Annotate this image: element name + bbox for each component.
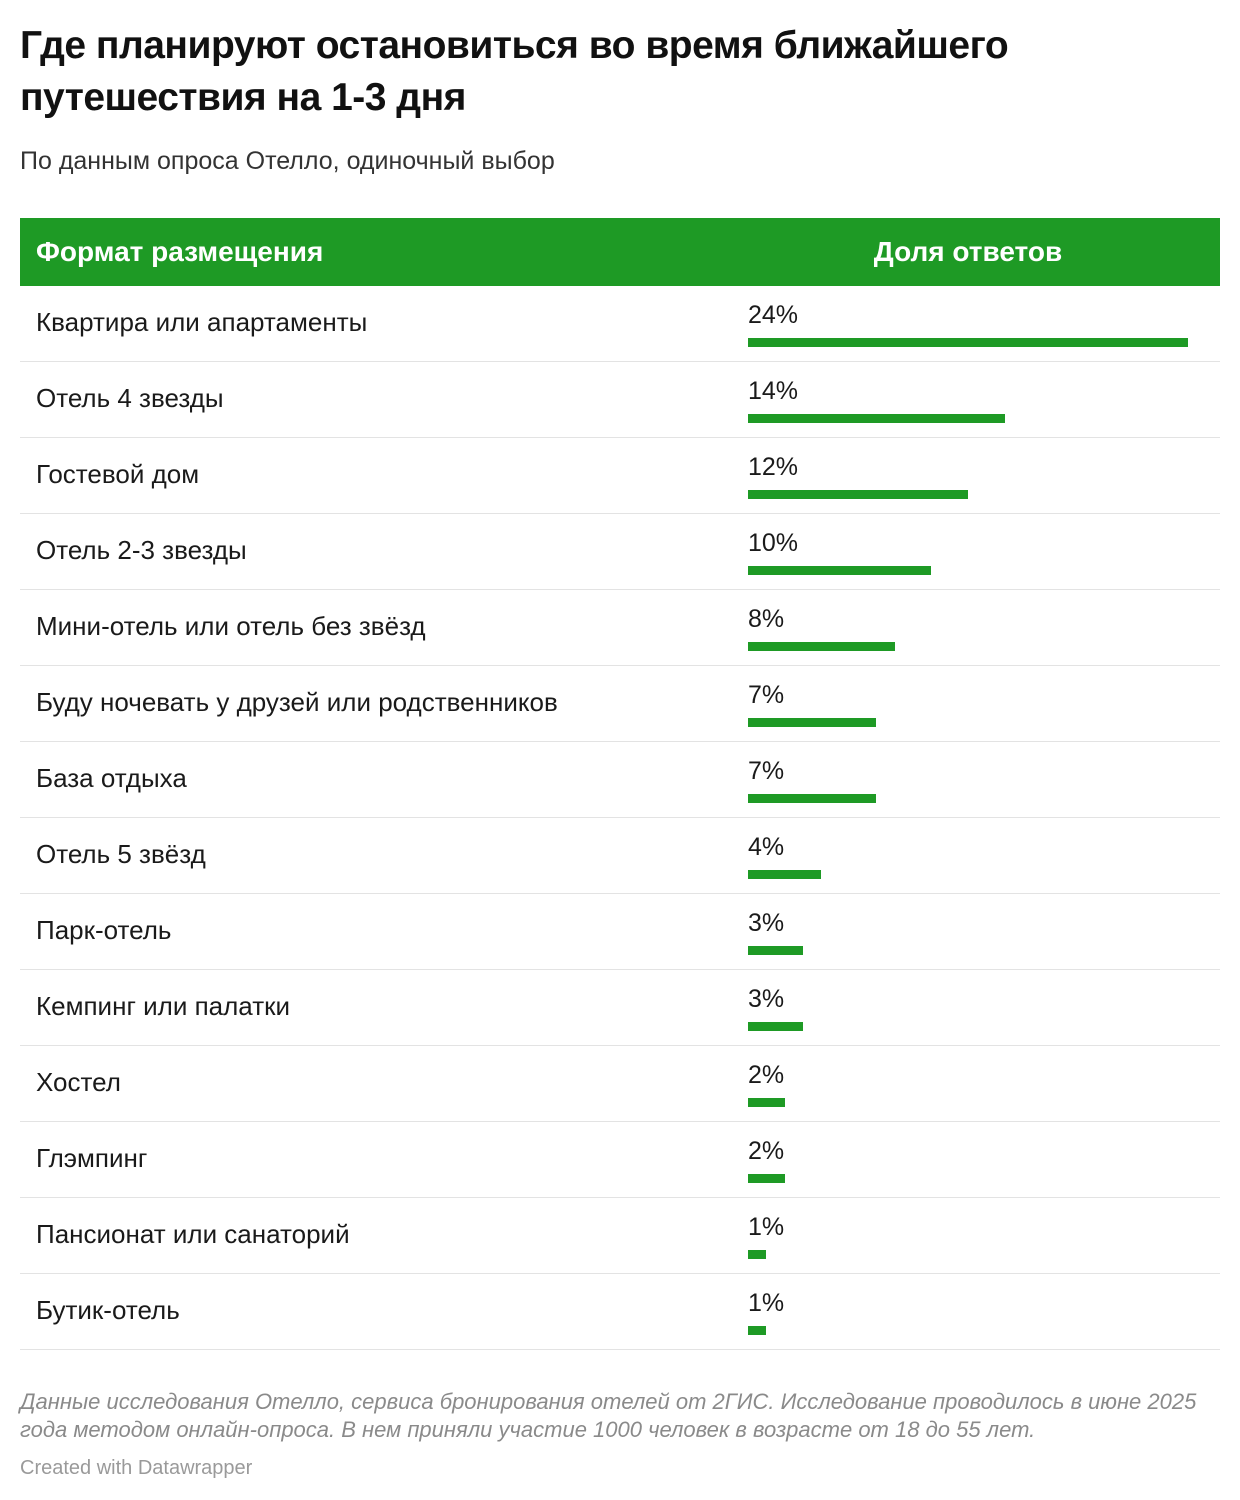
- row-value-label: 7%: [748, 757, 785, 785]
- row-value-label: 1%: [748, 1289, 785, 1317]
- row-value-label: 24%: [748, 301, 799, 329]
- credit-link[interactable]: Created with Datawrapper: [20, 1457, 253, 1479]
- row-bar: [748, 566, 931, 575]
- row-category-label: Хостел: [36, 1067, 121, 1097]
- column-header-format: Формат размещения: [36, 236, 324, 267]
- row-bar: [748, 1250, 766, 1259]
- table-row: Буду ночевать у друзей или родственников…: [20, 666, 1220, 742]
- row-bar: [748, 338, 1188, 347]
- source-notes: Данные исследования Отелло, сервиса брон…: [20, 1389, 1197, 1442]
- row-category-label: База отдыха: [36, 763, 187, 793]
- column-header-share: Доля ответов: [873, 236, 1063, 267]
- row-value-label: 2%: [748, 1137, 785, 1165]
- table-row: Квартира или апартаменты 24%: [20, 286, 1220, 362]
- row-value-label: 1%: [748, 1213, 785, 1241]
- table-row: Хостел 2%: [20, 1046, 1220, 1122]
- row-category-label: Квартира или апартаменты: [36, 307, 368, 337]
- row-bar: [748, 794, 876, 803]
- chart-title: Где планируют остановиться во время ближ…: [20, 24, 1009, 119]
- table-body: Квартира или апартаменты 24% Отель 4 звезд…: [20, 286, 1220, 1350]
- row-value-label: 3%: [748, 985, 785, 1013]
- table-row: Мини-отель или отель без звёзд 8%: [20, 590, 1220, 666]
- table-row: Гостевой дом 12%: [20, 438, 1220, 514]
- table-row: Глэмпинг 2%: [20, 1122, 1220, 1198]
- row-bar: [748, 718, 876, 727]
- row-category-label: Отель 5 звёзд: [36, 839, 206, 869]
- row-value-label: 8%: [748, 605, 785, 633]
- table-row: Отель 5 звёзд 4%: [20, 818, 1220, 894]
- row-category-label: Глэмпинг: [36, 1143, 148, 1173]
- table-row: Парк-отель 3%: [20, 894, 1220, 970]
- table-row: Бутик-отель 1%: [20, 1274, 1220, 1350]
- table-row: Отель 2-3 звезды 10%: [20, 514, 1220, 590]
- table-row: Кемпинг или палатки 3%: [20, 970, 1220, 1046]
- row-value-label: 2%: [748, 1061, 785, 1089]
- table-header: Формат размещения Доля ответов: [20, 218, 1220, 286]
- row-category-label: Мини-отель или отель без звёзд: [36, 611, 426, 641]
- chart-subtitle: По данным опроса Отелло, одиночный выбор: [20, 147, 555, 175]
- row-value-label: 4%: [748, 833, 785, 861]
- row-bar: [748, 1174, 785, 1183]
- row-category-label: Пансионат или санаторий: [36, 1219, 350, 1249]
- row-value-label: 7%: [748, 681, 785, 709]
- row-value-label: 12%: [748, 453, 799, 481]
- table-row: Отель 4 звезды 14%: [20, 362, 1220, 438]
- row-category-label: Буду ночевать у друзей или родственников: [36, 687, 558, 717]
- row-category-label: Парк-отель: [36, 915, 172, 945]
- row-bar: [748, 1022, 803, 1031]
- row-bar: [748, 870, 821, 879]
- data-table: Формат размещения Доля ответов Квартира …: [20, 218, 1220, 1350]
- row-bar: [748, 1098, 785, 1107]
- row-category-label: Отель 2-3 звезды: [36, 535, 247, 565]
- row-bar: [748, 642, 895, 651]
- row-category-label: Отель 4 звезды: [36, 383, 224, 413]
- row-value-label: 14%: [748, 377, 799, 405]
- row-bar: [748, 414, 1005, 423]
- table-row: Пансионат или санаторий 1%: [20, 1198, 1220, 1274]
- table-row: База отдыха 7%: [20, 742, 1220, 818]
- row-category-label: Гостевой дом: [36, 459, 200, 489]
- row-bar: [748, 1326, 766, 1335]
- row-category-label: Бутик-отель: [36, 1295, 180, 1325]
- row-bar: [748, 946, 803, 955]
- row-value-label: 3%: [748, 909, 785, 937]
- row-value-label: 10%: [748, 529, 799, 557]
- row-bar: [748, 490, 968, 499]
- row-category-label: Кемпинг или палатки: [36, 991, 290, 1021]
